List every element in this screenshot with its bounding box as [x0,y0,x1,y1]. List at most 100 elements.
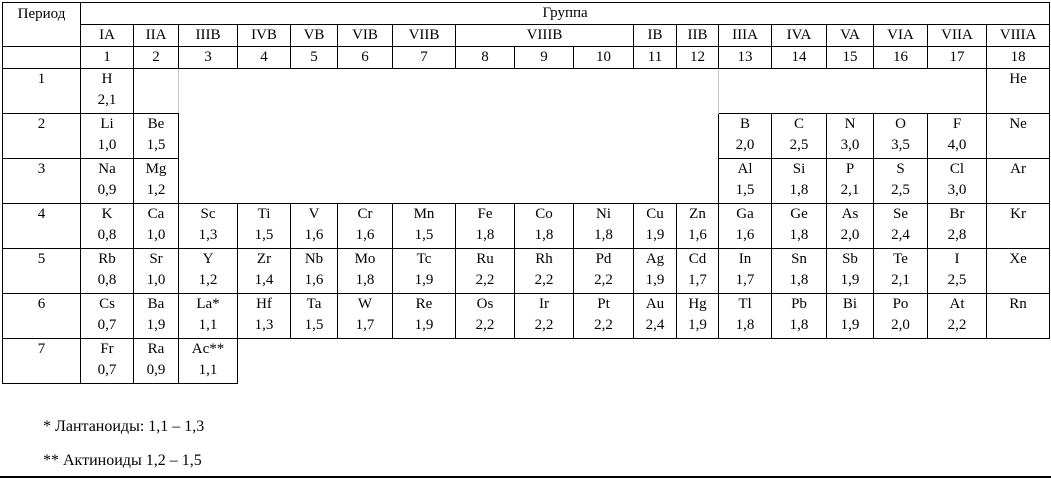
element-electronegativity: 2,4 [645,317,665,333]
element-electronegativity [988,135,1049,156]
element-symbol: Ar [1010,161,1026,177]
element-cell-Ag: Ag 1,9 [633,248,677,294]
element-symbol: Hf [256,296,272,312]
group-number-13: 13 [718,46,772,69]
group-header-VIIIB: VIIIB [455,24,634,47]
group-number-2: 2 [133,46,179,69]
empty-cell [238,159,291,204]
element-symbol: Sr [149,251,163,267]
element-electronegativity: 3,0 [947,182,967,198]
empty-cell [719,69,772,114]
element-electronegativity: 2,2 [475,317,495,333]
element-symbol: Pt [597,296,610,312]
element-cell-Pb: Pb 1,8 [771,293,827,339]
element-symbol: Sb [842,251,858,267]
group-header-IVB: IVB [237,24,291,47]
group-number-3: 3 [178,46,238,69]
element-symbol: V [308,206,320,222]
element-cell-Os: Os 2,2 [455,293,515,339]
element-electronegativity: 2,2 [534,317,554,333]
empty-cell [393,339,456,384]
element-electronegativity: 1,5 [254,227,274,243]
period-row-6: 6 Cs 0,7 Ba 1,9 La* 1,1 Hf 1,3 Ta 1,5 W 1,7 Re 1,9 Os 2,… [2,293,1051,339]
empty-bordered-cell [133,68,179,114]
group-header-VIA: VIA [873,24,928,47]
group-number-17: 17 [927,46,987,69]
empty-cell [515,69,574,114]
element-electronegativity: 3,5 [891,137,910,153]
element-electronegativity: 1,7 [355,317,375,333]
group-number-9: 9 [514,46,574,69]
element-symbol: Ac** [191,341,225,357]
empty-cell [928,339,987,384]
element-electronegativity [988,270,1049,291]
empty-cell [677,159,719,204]
element-electronegativity: 1,8 [475,227,495,243]
empty-cell [338,159,393,204]
element-symbol: Cs [99,296,115,312]
empty-cell [338,69,393,114]
empty-cell [393,159,456,204]
period-label-1: 1 [2,68,81,114]
empty-cell [393,114,456,159]
header-row-numbers: 1 2 3 4 5 6 7 8 9 10 11 12 13 14 15 16 1… [2,46,1051,69]
element-cell-Te: Te 2,1 [873,248,928,294]
element-cell-Si: Si 1,8 [771,158,827,204]
element-electronegativity [988,315,1049,336]
element-symbol: Al [737,161,753,177]
header-row-groups: IA IIA IIIB IVB VB VIB VIIB VIIIB IB IIB… [3,24,1051,47]
empty-cell [574,69,634,114]
element-cell-Ne: Ne [985,113,1051,159]
element-electronegativity: 2,2 [534,272,554,288]
element-cell-Kr: Kr [985,203,1051,249]
element-electronegativity: 1,7 [688,272,707,288]
empty-cell [928,69,987,114]
element-cell-Xe: Xe [985,248,1051,294]
element-cell-N: N 3,0 [826,113,874,159]
element-symbol: B [739,116,750,132]
element-cell-Rh: Rh 2,2 [514,248,574,294]
element-electronegativity: 1,3 [254,317,274,333]
element-symbol: Ni [596,206,611,222]
element-symbol: Kr [1010,206,1026,222]
element-electronegativity: 0,8 [97,227,117,243]
element-symbol: Fe [477,206,493,222]
element-electronegativity: 1,0 [146,227,166,243]
group-number-15: 15 [826,46,874,69]
element-cell-Cu: Cu 1,9 [633,203,677,249]
element-cell-Ca: Ca 1,0 [133,203,179,249]
element-cell-Cl: Cl 3,0 [927,158,987,204]
element-electronegativity: 1,8 [594,227,613,243]
element-symbol: Mo [354,251,376,267]
element-cell-Mn: Mn 1,5 [392,203,456,249]
footnote-actinides: ** Актиноиды 1,2 – 1,5 [43,452,202,469]
element-cell-Po: Po 2,0 [873,293,928,339]
element-electronegativity: 3,0 [840,137,860,153]
group-header-VB: VB [290,24,338,47]
element-cell-Y: Y 1,2 [178,248,238,294]
empty-cell [634,114,677,159]
element-electronegativity: 1,3 [198,227,218,243]
element-symbol: Cr [357,206,373,222]
element-symbol: Rn [1009,296,1027,312]
element-symbol: Ge [790,206,808,222]
element-electronegativity: 1,5 [146,137,166,153]
table-body: 1 H 2,1 He 2 Li 1,0 Be 1,5 B 2,0 C 2,5 N 3,0 O 3,5 F 4,0 Ne… [2,68,1051,384]
element-electronegativity: 1,8 [789,272,809,288]
element-symbol: Sc [200,206,216,222]
empty-cell [574,114,634,159]
element-electronegativity: 1,0 [146,272,166,288]
element-cell-Na: Na 0,9 [80,158,134,204]
element-electronegativity [988,225,1049,246]
empty-cell [987,339,1050,384]
element-cell-O: O 3,5 [873,113,928,159]
empty-cell [772,69,827,114]
element-cell-Fe: Fe 1,8 [455,203,515,249]
element-electronegativity: 2,0 [735,137,755,153]
element-electronegativity: 1,6 [304,272,324,288]
element-electronegativity: 2,5 [789,137,809,153]
element-symbol: La* [196,296,220,312]
group-number-12: 12 [676,46,719,69]
group-header-IA: IA [80,24,134,47]
group-number-16: 16 [873,46,928,69]
